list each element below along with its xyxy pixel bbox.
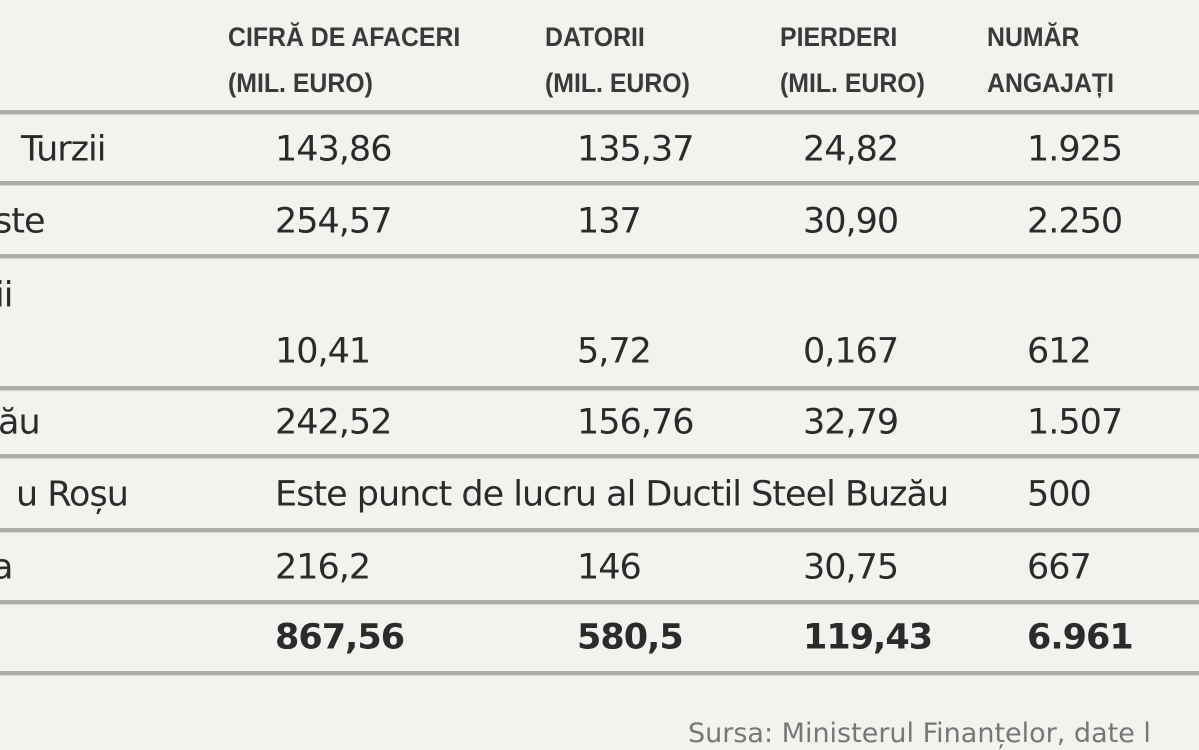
cell: 216,2 (275, 547, 371, 588)
column-header: CIFRĂ DE AFACERI (228, 22, 461, 52)
row-divider (0, 110, 1199, 115)
column-header-unit: (MIL. EURO) (780, 68, 925, 98)
cell: 667 (1027, 547, 1092, 588)
cell: 32,79 (803, 402, 899, 443)
total-cell: 119,43 (803, 617, 933, 658)
cell: 146 (577, 547, 642, 588)
cell: 5,72 (577, 331, 652, 372)
total-cell: 867,56 (275, 617, 405, 658)
cell: 612 (1027, 331, 1092, 372)
cell: 0,167 (803, 331, 899, 372)
cell: 1.507 (1027, 402, 1123, 443)
cell: 135,37 (577, 129, 694, 170)
row-label: ii (0, 275, 13, 316)
cell: Este punct de lucru al Ductil Steel Buză… (275, 474, 949, 515)
cell: 30,90 (803, 201, 899, 242)
cell: 24,82 (803, 129, 899, 170)
total-cell: 580,5 (577, 617, 684, 658)
cell: 30,75 (803, 547, 899, 588)
cell: 137 (577, 201, 642, 242)
column-header: DATORII (545, 22, 645, 52)
row-divider (0, 454, 1199, 459)
row-label: ău (0, 402, 41, 443)
row-label: ste (0, 201, 45, 242)
cell: 10,41 (275, 331, 371, 372)
cell: 242,52 (275, 402, 392, 443)
cell: 254,57 (275, 201, 392, 242)
cell: 2.250 (1027, 201, 1123, 242)
cell: 143,86 (275, 129, 392, 170)
column-header-unit: (MIL. EURO) (228, 68, 373, 98)
row-divider (0, 386, 1199, 391)
row-label: Turzii (21, 129, 106, 170)
column-header: PIERDERI (780, 22, 898, 52)
row-divider (0, 600, 1199, 605)
column-header-unit: ANGAJAȚI (987, 68, 1114, 98)
row-divider (0, 181, 1199, 186)
row-divider (0, 254, 1199, 259)
cell: 156,76 (577, 402, 694, 443)
row-label: u Roșu (16, 474, 129, 515)
column-header: NUMĂR (987, 22, 1080, 52)
source-note: Sursa: Ministerul Finanțelor, date l (688, 718, 1151, 749)
row-divider (0, 671, 1199, 676)
column-header-unit: (MIL. EURO) (545, 68, 690, 98)
cell: 500 (1027, 474, 1092, 515)
total-cell: 6.961 (1027, 617, 1134, 658)
cell: 1.925 (1027, 129, 1123, 170)
row-divider (0, 528, 1199, 533)
row-label: a (0, 547, 13, 588)
